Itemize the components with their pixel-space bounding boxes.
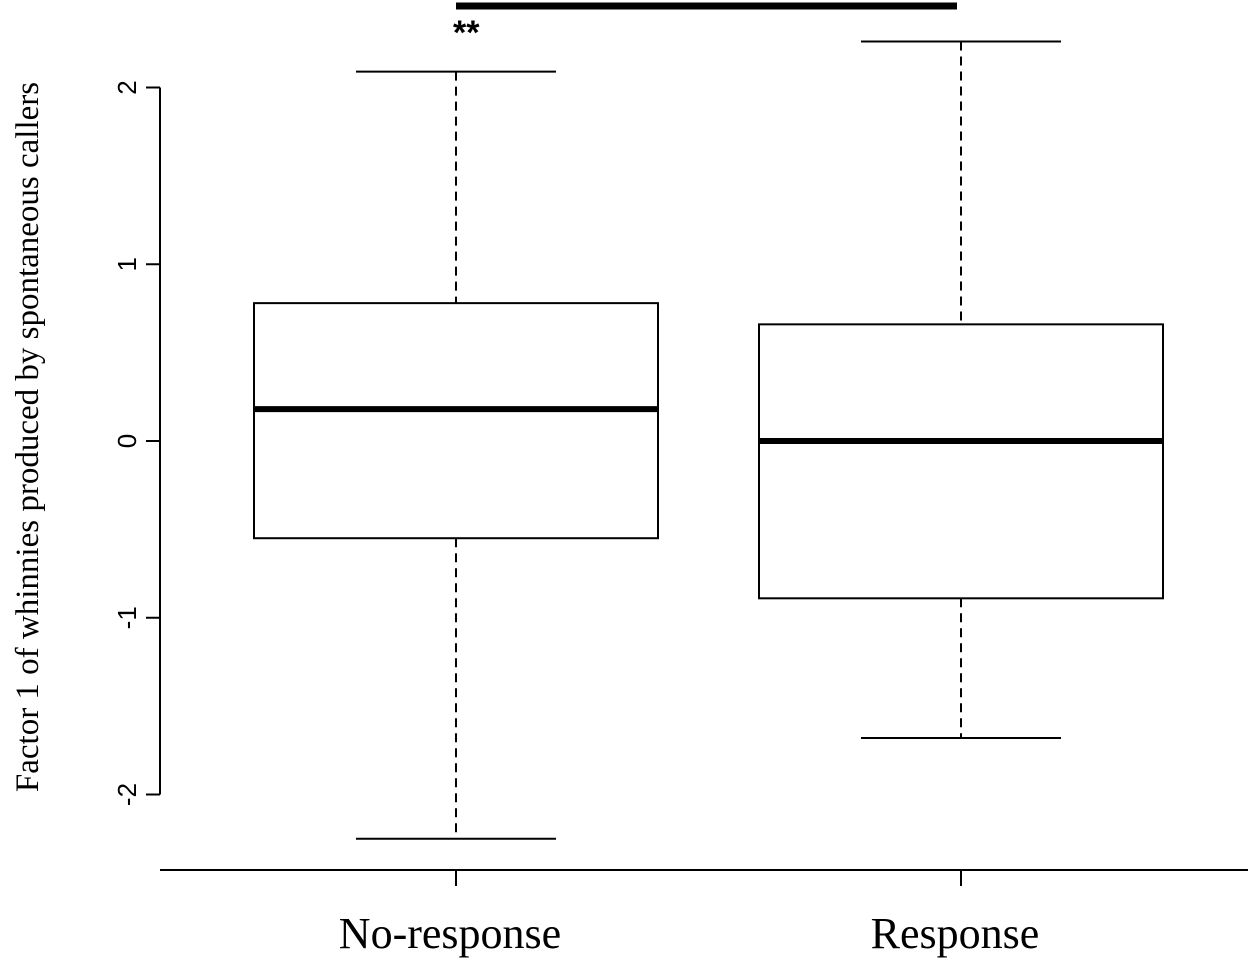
significance-label: ** [453,14,480,52]
y-tick-label: -2 [112,783,142,806]
box-no-response [253,70,659,840]
y-tick-label: -1 [112,606,142,629]
x-tick-label: No-response [339,909,561,958]
y-axis: -2 -1 0 1 2 [112,80,161,806]
y-tick-label: 0 [112,434,142,448]
x-axis: No-response Response [160,869,1248,958]
x-tick-label: Response [871,909,1040,958]
iqr-box [253,302,659,540]
significance-annotation: ** [453,2,957,52]
box-response [758,40,1164,739]
boxes [253,40,1164,840]
y-tick-label: 2 [112,80,142,94]
iqr-box [758,323,1164,600]
y-tick-label: 1 [112,257,142,271]
y-axis-label: Factor 1 of whinnies produced by spontan… [10,82,46,792]
